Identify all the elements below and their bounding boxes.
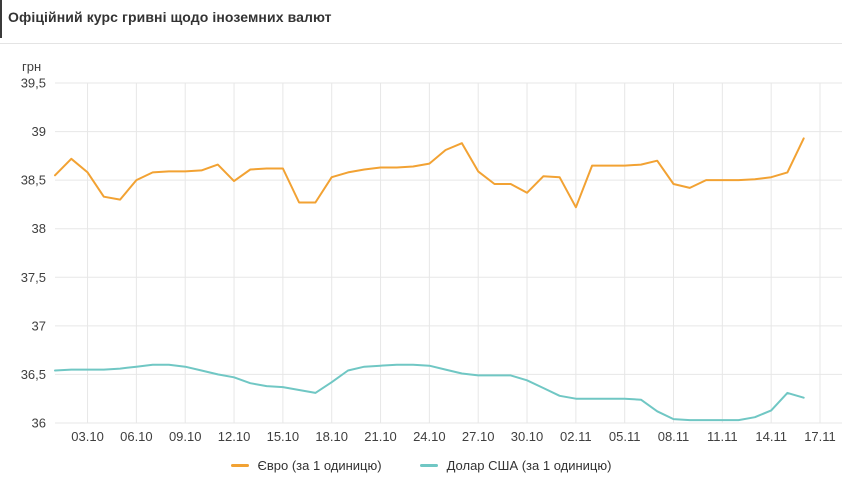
x-tick-label: 11.11 (707, 429, 738, 444)
y-tick-label: 37,5 (21, 270, 46, 285)
usd-legend-item[interactable]: Долар США (за 1 одиницю) (419, 458, 612, 473)
euro-legend-item[interactable]: Євро (за 1 одиницю) (230, 458, 382, 473)
x-tick-label: 24.10 (413, 429, 446, 444)
x-tick-label: 17.11 (804, 429, 836, 444)
y-tick-label: 38 (32, 221, 46, 236)
y-gridlines (55, 82, 842, 424)
x-tick-label: 27.10 (462, 429, 495, 444)
y-tick-label: 39 (32, 124, 46, 139)
x-tick-label: 08.11 (658, 429, 690, 444)
x-tick-label: 18.10 (315, 429, 348, 444)
x-tick-label: 03.10 (71, 429, 104, 444)
euro-legend-label: Євро (за 1 одиницю) (257, 458, 382, 473)
x-tick-label: 12.10 (218, 429, 251, 444)
screen-edge-artifact (0, 0, 2, 38)
x-tick-label: 02.11 (560, 429, 592, 444)
usd-legend-label: Долар США (за 1 одиницю) (446, 458, 612, 473)
y-axis-unit-label: грн (22, 59, 42, 74)
y-tick-label: 39,5 (21, 76, 46, 91)
chart-title: Офіційний курс гривні щодо іноземних вал… (8, 9, 332, 25)
chart-legend: Євро (за 1 одиницю) Долар США (за 1 одини… (0, 458, 842, 473)
euro-legend-marker-icon (230, 464, 249, 467)
x-tick-label: 05.11 (609, 429, 641, 444)
x-tick-label: 06.10 (120, 429, 153, 444)
usd-legend-marker-icon (419, 464, 438, 467)
x-tick-label: 14.11 (755, 429, 787, 444)
x-tick-label: 15.10 (267, 429, 300, 444)
x-tick-label: 30.10 (511, 429, 544, 444)
x-tick-label: 21.10 (364, 429, 397, 444)
x-tick-label: 09.10 (169, 429, 202, 444)
x-tick-labels: 03.10 06.10 09.10 12.10 15.10 18.10 21.10 24.10… (71, 429, 836, 444)
y-tick-label: 36,5 (21, 367, 46, 382)
title-divider (0, 43, 842, 44)
y-tick-label: 36 (32, 416, 46, 431)
euro-series-line[interactable] (54, 137, 805, 209)
y-tick-label: 37 (32, 318, 46, 333)
y-tick-labels: 39,5 39 38,5 38 37,5 37 36,5 36 (21, 76, 46, 431)
exchange-rate-chart[interactable]: 39,5 39 38,5 38 37,5 37 36,5 36 03.10 06.10 09.10 1… (0, 0, 842, 455)
usd-series-line[interactable] (54, 363, 805, 422)
y-tick-label: 38,5 (21, 173, 46, 188)
